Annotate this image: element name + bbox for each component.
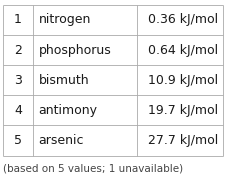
Text: 0.64 kJ/mol: 0.64 kJ/mol — [148, 44, 218, 57]
Text: 27.7 kJ/mol: 27.7 kJ/mol — [148, 134, 218, 147]
Text: nitrogen: nitrogen — [38, 13, 90, 26]
Text: arsenic: arsenic — [38, 134, 83, 147]
Text: 1: 1 — [14, 13, 22, 26]
Text: (based on 5 values; 1 unavailable): (based on 5 values; 1 unavailable) — [3, 163, 183, 173]
Text: 10.9 kJ/mol: 10.9 kJ/mol — [148, 74, 218, 87]
Text: antimony: antimony — [38, 104, 97, 117]
Text: bismuth: bismuth — [38, 74, 89, 87]
Text: 19.7 kJ/mol: 19.7 kJ/mol — [148, 104, 218, 117]
Text: 5: 5 — [14, 134, 22, 147]
Text: phosphorus: phosphorus — [38, 44, 111, 57]
Text: 2: 2 — [14, 44, 22, 57]
Text: 0.36 kJ/mol: 0.36 kJ/mol — [148, 13, 218, 26]
Text: 4: 4 — [14, 104, 22, 117]
Text: 3: 3 — [14, 74, 22, 87]
